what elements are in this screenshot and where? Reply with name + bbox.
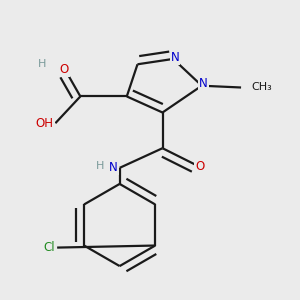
Text: Cl: Cl xyxy=(44,241,56,254)
Text: N: N xyxy=(171,51,179,64)
Text: OH: OH xyxy=(36,117,54,130)
Text: N: N xyxy=(109,161,118,174)
Text: O: O xyxy=(195,160,205,172)
Text: CH₃: CH₃ xyxy=(252,82,272,92)
Text: H: H xyxy=(38,58,46,69)
Text: N: N xyxy=(199,77,208,90)
Text: O: O xyxy=(60,63,69,76)
Text: H: H xyxy=(96,161,105,171)
